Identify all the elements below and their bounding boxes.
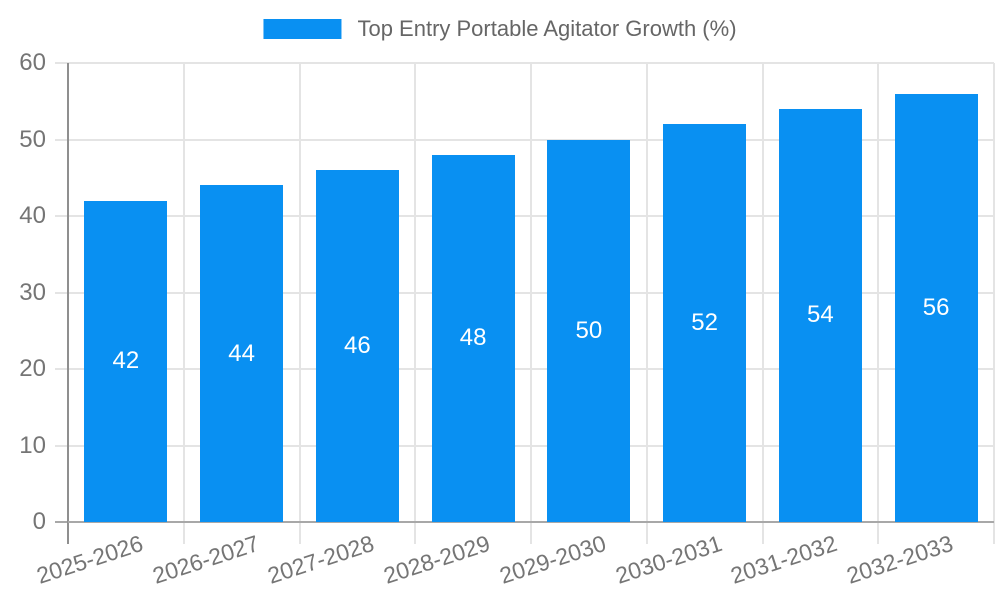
x-tick-label: 2029-2030: [496, 530, 609, 589]
bar: [547, 139, 631, 522]
gridline-vertical: [414, 63, 417, 522]
x-tick-label: 2030-2031: [612, 530, 725, 589]
x-tick-label: 2025-2026: [33, 530, 146, 589]
x-axis-tick: [877, 522, 880, 544]
y-tick-label: 20: [19, 355, 46, 382]
gridline-vertical: [645, 63, 648, 522]
gridline-vertical: [530, 63, 532, 522]
y-tick-label: 10: [19, 431, 46, 459]
x-axis-tick: [530, 522, 532, 544]
legend-label: Top Entry Portable Agitator Growth (%): [357, 16, 737, 41]
gridline-vertical: [993, 63, 995, 522]
bar: [200, 185, 284, 522]
y-axis-tick: [55, 521, 68, 523]
x-axis-tick: [645, 522, 648, 544]
x-axis-tick: [414, 522, 417, 544]
bar-value-label: 48: [459, 324, 487, 352]
x-tick-label: 2032-2033: [843, 530, 957, 589]
bar-value-label: 44: [228, 339, 255, 367]
bar-value-label: 46: [344, 332, 371, 360]
gridline-vertical: [298, 63, 301, 522]
bar-value-label: 50: [575, 316, 603, 344]
y-axis-line: [67, 63, 69, 544]
chart-legend[interactable]: Top Entry Portable Agitator Growth (%): [263, 16, 737, 42]
gridline-horizontal: [55, 215, 994, 217]
bar: [663, 124, 747, 522]
bar-value-label: 52: [691, 309, 718, 337]
bar-value-label: 42: [112, 347, 140, 375]
legend-swatch: [263, 19, 342, 39]
y-tick-label: 30: [19, 278, 46, 306]
gridline-horizontal: [55, 368, 994, 370]
x-tick-label: 2028-2029: [380, 530, 494, 589]
bar: [431, 154, 515, 522]
gridline-horizontal: [55, 444, 994, 447]
y-tick-label: 50: [19, 125, 46, 153]
x-axis-tick: [993, 522, 995, 544]
x-tick-label: 2031-2032: [727, 530, 841, 589]
bar-value-label: 56: [922, 293, 950, 321]
bar-value-label: 54: [807, 301, 834, 329]
y-tick-label: 0: [32, 508, 46, 535]
x-axis-tick: [182, 522, 185, 544]
x-tick-label: 2026-2027: [149, 530, 262, 589]
gridline-horizontal: [55, 291, 994, 294]
bar: [894, 93, 978, 522]
x-axis-tick: [298, 522, 301, 544]
bar: [84, 200, 168, 522]
y-tick-label: 60: [19, 49, 46, 76]
x-axis-line: [68, 521, 994, 523]
bar: [315, 170, 399, 522]
gridline-vertical: [182, 63, 185, 522]
bar: [778, 108, 862, 522]
gridline-horizontal: [55, 138, 994, 141]
x-axis-tick: [761, 522, 764, 544]
gridline-horizontal: [55, 62, 994, 64]
gridline-vertical: [877, 63, 880, 522]
gridline-vertical: [761, 63, 764, 522]
y-tick-label: 40: [19, 202, 46, 229]
x-tick-label: 2027-2028: [264, 530, 378, 589]
